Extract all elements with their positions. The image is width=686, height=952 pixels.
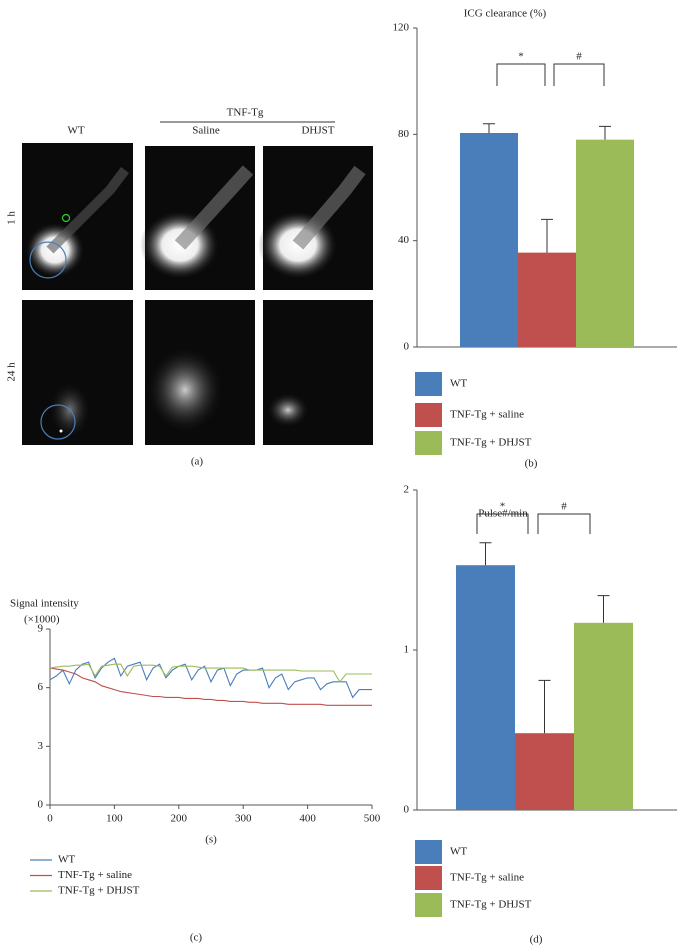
bar (518, 252, 576, 347)
error-bar (597, 595, 610, 623)
significance: # (561, 501, 567, 513)
legend-label: WT (450, 846, 467, 858)
x-tick-label: 400 (299, 813, 316, 825)
y-tick-label: 1 (404, 644, 410, 656)
bracket (553, 63, 605, 86)
bracket (496, 63, 546, 86)
error-bar (483, 123, 495, 134)
y-tick-label: 2 (404, 484, 410, 496)
y-tick-label: 80 (398, 128, 410, 140)
legend-label: TNF-Tg + DHJST (58, 885, 140, 897)
legend-swatch (415, 840, 442, 864)
legend-label: TNF-Tg + saline (58, 869, 132, 881)
row-label: 1 h (6, 211, 18, 225)
y-tick-label: 0 (404, 804, 410, 816)
panel-label: (d) (530, 934, 543, 946)
legend-label: TNF-Tg + DHJST (450, 437, 532, 449)
bar (515, 733, 574, 810)
bracket (476, 513, 529, 534)
legend-swatch (415, 866, 442, 890)
y-tick-label: 9 (38, 623, 44, 635)
line (49, 667, 372, 706)
legend-label: TNF-Tg + saline (450, 409, 524, 421)
row-label: 24 h (6, 362, 18, 382)
legend-swatch (415, 372, 442, 396)
line (49, 657, 372, 699)
y-tick-label: 6 (38, 681, 44, 693)
bar (576, 139, 634, 347)
y-tick-label: 0 (404, 341, 410, 353)
bracket (537, 513, 591, 534)
column-label: Saline (192, 125, 220, 137)
y-tick-label: 40 (398, 234, 410, 246)
legend-label: WT (450, 378, 467, 390)
column-label: WT (67, 125, 84, 137)
y-tick-label: 0 (38, 799, 44, 811)
legend-swatch (415, 403, 442, 427)
group-label: TNF-Tg (227, 107, 264, 119)
x-tick-label: 100 (106, 813, 123, 825)
error-bar (479, 542, 492, 566)
chart-title: ICG clearance (%) (464, 8, 547, 20)
x-tick-label: 200 (171, 813, 188, 825)
error-bar (541, 218, 553, 253)
legend-swatch (415, 431, 442, 455)
error-bar (538, 679, 551, 734)
legend-label: TNF-Tg + DHJST (450, 899, 532, 911)
x-tick-label: 300 (235, 813, 252, 825)
significance: # (576, 51, 582, 63)
significance: * (500, 501, 506, 513)
bar (460, 133, 518, 347)
bar (574, 622, 633, 810)
x-tick-label: 500 (364, 813, 381, 825)
column-label: DHJST (301, 125, 334, 137)
image-grid (22, 143, 373, 445)
y-axis-title: Signal intensity (10, 598, 79, 610)
legend-label: TNF-Tg + saline (450, 872, 524, 884)
x-tick-label: 0 (47, 813, 53, 825)
line (49, 663, 372, 683)
significance: * (518, 51, 524, 63)
panel-label: (a) (191, 456, 204, 468)
legend-label: WT (58, 854, 75, 866)
error-bar (599, 125, 611, 140)
y-tick-label: 120 (393, 22, 410, 34)
x-axis-title: (s) (205, 834, 217, 846)
bar (456, 565, 515, 810)
y-axis-unit: (×1000) (24, 614, 60, 626)
panel-label: (c) (190, 932, 203, 944)
panel-label: (b) (525, 458, 538, 470)
legend-swatch (415, 893, 442, 917)
y-tick-label: 3 (38, 740, 44, 752)
